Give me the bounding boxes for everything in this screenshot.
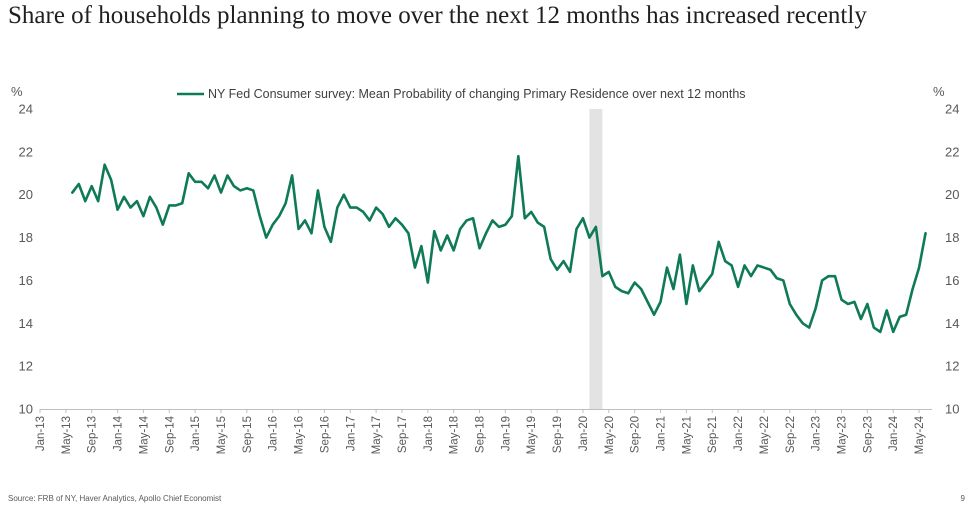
y-tick-label-left: 22 bbox=[19, 144, 33, 159]
series-line bbox=[71, 154, 927, 334]
y-tick-label-left: 12 bbox=[19, 359, 33, 374]
x-tick-label: May-18 bbox=[449, 416, 461, 454]
y-tick-label-left: 10 bbox=[19, 402, 33, 417]
x-tick-label: Sep-19 bbox=[552, 416, 564, 453]
y-tick-label-left: 24 bbox=[19, 102, 33, 117]
x-tick-label: Jan-19 bbox=[500, 416, 512, 451]
x-tick-label: Jan-16 bbox=[268, 416, 280, 451]
x-tick-label: Sep-14 bbox=[164, 415, 176, 453]
x-axis: Jan-13 May-13 Sep-13 Jan-14 May-14 Sep-14 Jan-… bbox=[35, 409, 932, 454]
x-tick-label: May-15 bbox=[216, 416, 228, 454]
y-axis-right: 10 12 14 16 18 20 22 24 bbox=[945, 102, 959, 417]
x-tick-label: Jan-21 bbox=[656, 416, 668, 451]
legend-label: NY Fed Consumer survey: Mean Probability… bbox=[208, 87, 746, 101]
x-tick-label: Sep-15 bbox=[242, 416, 254, 453]
x-tick-label: Jan-14 bbox=[113, 415, 125, 451]
y-tick-label-right: 14 bbox=[945, 316, 959, 331]
recession-shading-layer bbox=[589, 109, 603, 409]
y-tick-label-left: 14 bbox=[19, 316, 33, 331]
x-tick-label: Sep-13 bbox=[87, 416, 99, 453]
series-layer bbox=[71, 154, 927, 334]
x-tick-label: Jan-23 bbox=[811, 416, 823, 451]
x-tick-label: May-14 bbox=[138, 415, 150, 454]
x-tick-label: Jan-18 bbox=[423, 416, 435, 451]
x-tick-label: May-17 bbox=[371, 416, 383, 454]
y-tick-label-right: 22 bbox=[945, 144, 959, 159]
x-tick-label: May-13 bbox=[61, 416, 73, 454]
y-tick-label-right: 20 bbox=[945, 187, 959, 202]
y-tick-label-right: 12 bbox=[945, 359, 959, 374]
y-tick-label-left: 18 bbox=[19, 230, 33, 245]
x-tick-label: Sep-16 bbox=[319, 416, 331, 453]
y-tick-label-right: 24 bbox=[945, 102, 959, 117]
y-axis-unit-right: % bbox=[933, 84, 945, 99]
x-tick-label: May-19 bbox=[526, 416, 538, 454]
y-tick-label-left: 16 bbox=[19, 273, 33, 288]
x-tick-label: Sep-21 bbox=[707, 416, 719, 453]
x-tick-label: Sep-23 bbox=[862, 416, 874, 453]
legend: NY Fed Consumer survey: Mean Probability… bbox=[177, 87, 746, 101]
x-tick-label: May-16 bbox=[294, 416, 306, 454]
x-tick-label: Sep-17 bbox=[397, 416, 409, 453]
x-tick-label: Jan-22 bbox=[733, 416, 745, 451]
x-tick-label: Sep-22 bbox=[785, 416, 797, 453]
chart-title: Share of households planning to move ove… bbox=[8, 2, 867, 29]
x-tick-label: Jan-17 bbox=[345, 416, 357, 451]
x-tick-label: May-23 bbox=[837, 416, 849, 454]
x-tick-label: Jan-24 bbox=[888, 415, 900, 451]
x-tick-label: Jan-15 bbox=[190, 416, 202, 451]
y-tick-label-right: 10 bbox=[945, 402, 959, 417]
y-axis-unit-left: % bbox=[11, 84, 23, 99]
x-tick-label: May-22 bbox=[759, 416, 771, 454]
x-tick-label: Jan-20 bbox=[578, 416, 590, 451]
recession-shade bbox=[589, 109, 603, 409]
x-tick-label: Sep-20 bbox=[630, 416, 642, 453]
page-number: 9 bbox=[960, 494, 965, 503]
y-tick-label-right: 18 bbox=[945, 230, 959, 245]
y-tick-label-left: 20 bbox=[19, 187, 33, 202]
x-tick-label: Jan-13 bbox=[35, 416, 47, 451]
source-note: Source: FRB of NY, Haver Analytics, Apol… bbox=[8, 494, 222, 503]
x-tick-label: May-21 bbox=[681, 416, 693, 454]
y-axis-left: 10 12 14 16 18 20 22 24 bbox=[19, 102, 33, 417]
x-tick-label: Sep-18 bbox=[475, 416, 487, 453]
y-tick-label-right: 16 bbox=[945, 273, 959, 288]
x-tick-label: May-24 bbox=[914, 415, 926, 454]
x-tick-label: May-20 bbox=[604, 416, 616, 454]
